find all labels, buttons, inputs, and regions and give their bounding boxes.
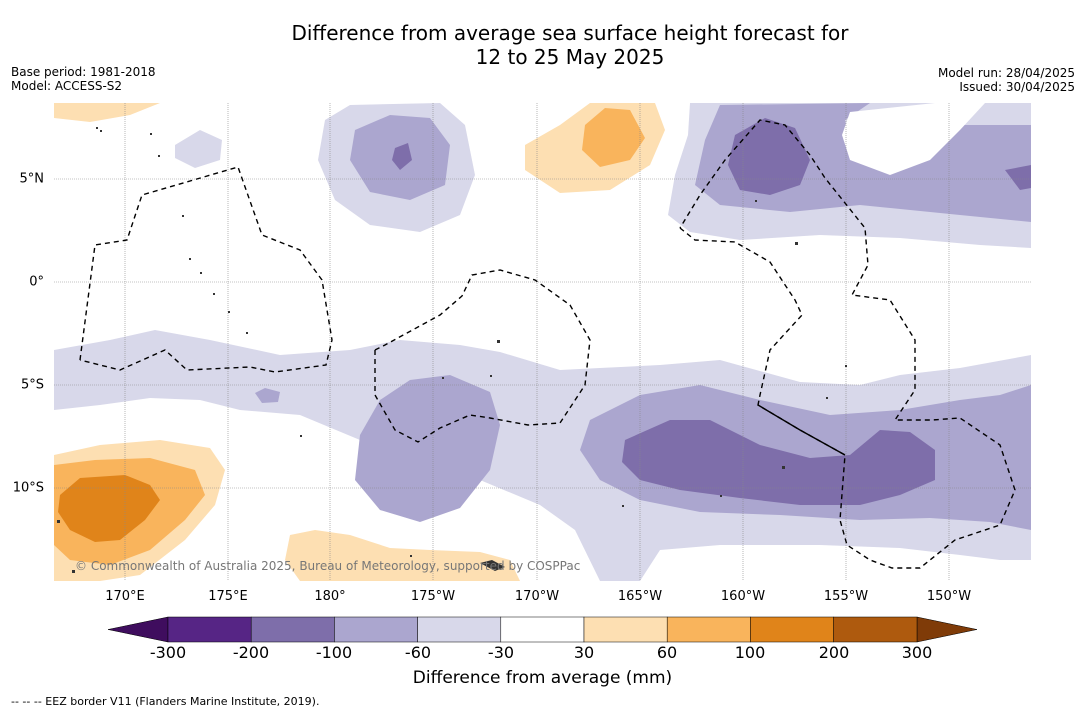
islands (57, 127, 847, 573)
anomaly-contour (1005, 165, 1031, 190)
eez-footnote: -- -- -- EEZ border V11 (Flanders Marine… (11, 695, 320, 708)
colorbar-segment (334, 616, 418, 643)
colorbar-under-arrow (107, 616, 169, 643)
anomaly-contour (582, 108, 645, 167)
model-name: Model: ACCESS-S2 (11, 79, 123, 93)
title-line-1: Difference from average sea surface heig… (291, 21, 849, 45)
grid (54, 103, 1031, 581)
anomaly-contour (285, 530, 520, 581)
anomaly-contour (622, 420, 935, 505)
issued-date: Issued: 30/04/2025 (959, 80, 1075, 94)
anomaly-contour (54, 103, 160, 122)
eez-borders (79, 119, 1016, 569)
lon-label: 155°W (823, 589, 869, 604)
meta-right: Model run: 28/04/2025 Issued: 30/04/2025 (938, 66, 1075, 94)
title-line-2: 12 to 25 May 2025 (475, 45, 665, 69)
lon-label: 160°W (720, 589, 766, 604)
lon-label: 175°W (410, 589, 456, 604)
lat-label: 10°S (12, 480, 44, 496)
colorbar-segment (167, 616, 252, 643)
copyright-notice: © Commonwealth of Australia 2025, Bureau… (75, 559, 580, 573)
colorbar-tick: 30 (573, 643, 595, 662)
lon-label: 170°E (105, 589, 145, 604)
colorbar-segment (583, 616, 668, 643)
base-period: Base period: 1981-2018 (11, 65, 156, 79)
colorbar-segment (500, 616, 585, 643)
colorbar-tick: -100 (315, 643, 353, 662)
lat-label: 5°S (20, 377, 44, 393)
lon-label: 165°W (617, 589, 663, 604)
colorbar-segment (750, 616, 834, 643)
eez-solid-border (757, 404, 846, 456)
contour-fields (54, 103, 1031, 581)
colorbar (107, 616, 978, 643)
colorbar-tick: -60 (404, 643, 432, 662)
anomaly-contour (255, 388, 280, 403)
anomaly-contour (392, 143, 412, 170)
colorbar-label: Difference from average (mm) (412, 668, 673, 688)
colorbar-tick: 200 (818, 643, 850, 662)
lon-label: 150°W (926, 589, 972, 604)
colorbar-over-arrow (916, 616, 978, 643)
map-title: Difference from average sea surface heig… (0, 21, 1085, 69)
colorbar-segment (666, 616, 751, 643)
lon-label: 180° (314, 589, 346, 604)
colorbar-tick: 60 (656, 643, 678, 662)
colorbar-tick: 300 (901, 643, 933, 662)
colorbar-segment (417, 616, 502, 643)
colorbar-segment (250, 616, 335, 643)
anomaly-contour (54, 330, 1031, 581)
anomaly-contour (728, 118, 810, 195)
colorbar-tick: 100 (734, 643, 766, 662)
model-run: Model run: 28/04/2025 (937, 66, 1075, 80)
lat-label: 0° (29, 274, 44, 290)
colorbar-segment (833, 616, 918, 643)
anomaly-contour (58, 475, 160, 542)
anomaly-contour (175, 130, 222, 168)
colorbar-tick: -30 (487, 643, 515, 662)
colorbar-tick: -200 (232, 643, 270, 662)
anomaly-contour (355, 375, 500, 522)
colorbar-tick: -300 (149, 643, 187, 662)
lon-label: 175°E (208, 589, 248, 604)
meta-left: Base period: 1981-2018 Model: ACCESS-S2 (11, 65, 156, 93)
lon-label: 170°W (514, 589, 560, 604)
lat-label: 5°N (19, 171, 45, 187)
